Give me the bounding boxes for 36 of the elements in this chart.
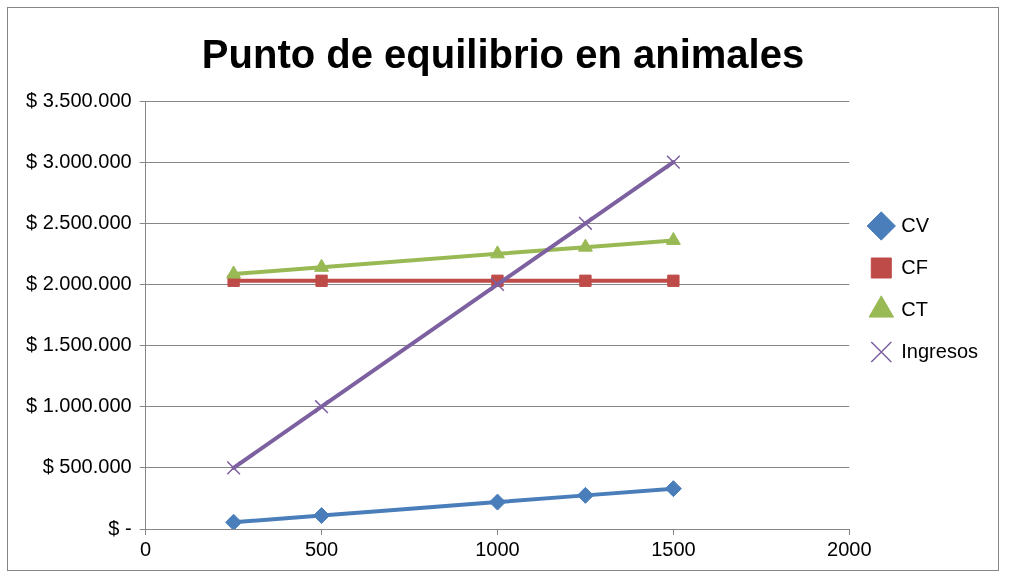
point [226,460,241,475]
point [666,155,681,170]
y-tick-label: $ - [108,516,132,539]
legend-label: CF [901,255,928,278]
point [578,238,593,252]
x-tick-label: 1500 [651,537,696,560]
legend-label: Ingresos [901,339,979,362]
y-tick-label: $ 3.500.000 [26,88,132,111]
point [488,493,506,511]
point [667,274,680,287]
point [579,274,592,287]
point [225,513,243,529]
point [314,258,329,272]
y-tick-label: $ 500.000 [42,455,132,478]
x-tick-label: 2000 [827,537,872,560]
point [578,216,593,231]
y-tick-label: $ 2.000.000 [26,271,132,294]
point [315,274,328,287]
point [490,245,505,259]
legend-label: CT [901,297,928,320]
point [226,265,242,279]
x-tick-label: 1000 [475,537,520,560]
x-tick-label: 500 [304,537,339,560]
y-tick-label: $ 1.000.000 [26,394,132,417]
point [490,277,505,292]
point [313,507,331,525]
point [665,231,681,245]
point [664,480,682,498]
chart-title: Punto de equilibrio en animales [201,32,805,77]
y-tick-label: $ 2.500.000 [26,210,132,233]
legend-label: CV [901,213,930,236]
point [314,399,329,414]
y-tick-label: $ 3.000.000 [26,149,132,172]
point [576,486,594,504]
y-tick-label: $ 1.500.000 [26,333,132,356]
x-tick-label: 0 [140,537,152,560]
